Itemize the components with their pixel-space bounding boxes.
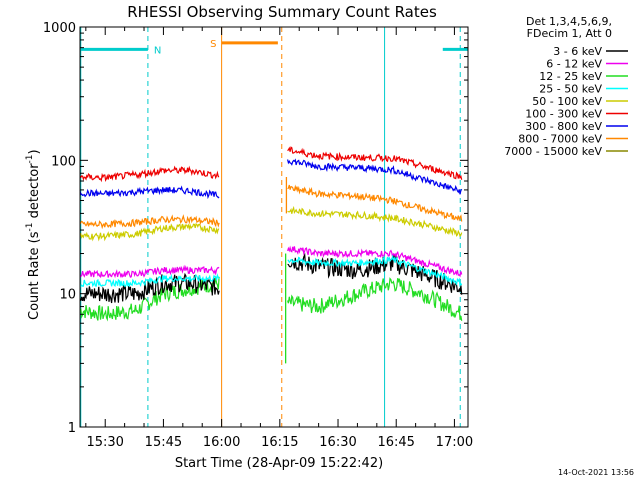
x-tick-label: 15:30: [86, 435, 123, 450]
x-tick-label: 16:45: [377, 435, 414, 450]
y-axis-label: Count Rate (s-1 detector-1): [25, 149, 42, 320]
chart-title: RHESSI Observing Summary Count Rates: [127, 3, 437, 21]
legend-label: 100 - 300 keV: [525, 108, 602, 121]
flag-label: S: [210, 39, 216, 50]
plot-frame: [79, 26, 469, 428]
observing-flags: NS: [80, 39, 468, 56]
axes: 15:30 15:45 16:00 16:15 16:30 16:45 17:00 1 10 10…: [43, 21, 473, 450]
series-line: [79, 214, 220, 230]
y-tick-label: 1000: [43, 21, 76, 36]
legend-label: 800 - 7000 keV: [518, 133, 602, 146]
legend-label: 12 - 25 keV: [539, 70, 602, 83]
x-tick-label: 17:00: [436, 435, 473, 450]
legend: Det 1,3,4,5,6,9,FDecim 1, Att 0 3 - 6 keV…: [504, 15, 628, 158]
x-axis-label: Start Time (28-Apr-09 15:22:42): [175, 456, 383, 471]
series-line: [79, 185, 220, 200]
x-tick-label: 16:00: [203, 435, 240, 450]
y-tick-label: 1: [68, 421, 76, 436]
footer-timestamp: 14-Oct-2021 13:56: [558, 468, 634, 477]
legend-label: 3 - 6 keV: [553, 45, 602, 58]
legend-label: 50 - 100 keV: [532, 95, 602, 108]
series-line: [287, 277, 463, 321]
x-tick-label: 16:15: [261, 435, 298, 450]
series-line: [287, 205, 463, 238]
legend-label: 7000 - 15000 keV: [504, 145, 602, 158]
series-line: [287, 158, 463, 195]
y-tick-label: 10: [59, 288, 76, 303]
series-lines: [79, 146, 463, 364]
series-line: [80, 272, 220, 304]
series-line: [79, 273, 220, 288]
x-tick-label: 15:45: [145, 435, 182, 450]
legend-label: 25 - 50 keV: [539, 83, 602, 96]
series-line: [287, 146, 463, 180]
legend-header: Det 1,3,4,5,6,9,: [526, 15, 612, 28]
y-tick-label: 100: [51, 154, 76, 169]
series-line: [287, 245, 463, 278]
legend-label: 300 - 800 keV: [525, 120, 602, 133]
time-markers: [80, 27, 461, 427]
series-line: [79, 223, 220, 242]
legend-header: FDecim 1, Att 0: [527, 27, 612, 40]
legend-label: 6 - 12 keV: [546, 58, 602, 71]
series-line: [287, 252, 463, 295]
series-line: [79, 165, 220, 183]
x-tick-label: 16:30: [319, 435, 356, 450]
series-line: [287, 254, 463, 288]
series-line: [287, 184, 463, 222]
series-line: [79, 264, 220, 279]
flag-label: N: [154, 45, 161, 56]
